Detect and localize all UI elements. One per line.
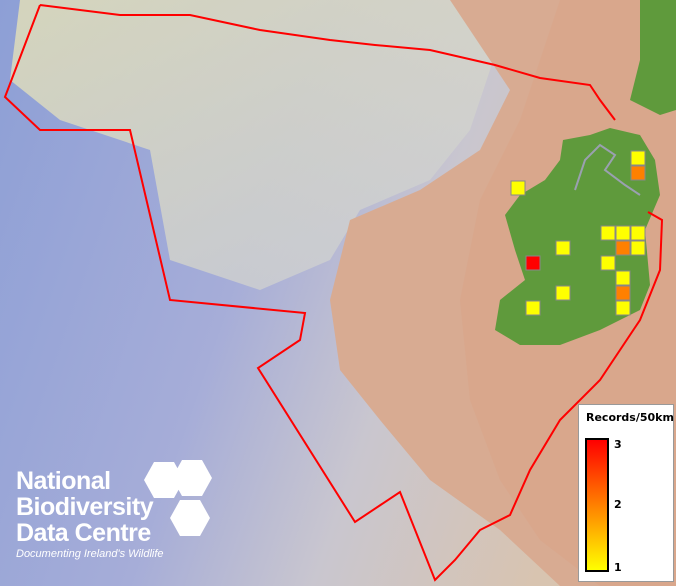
logo-line: National (16, 467, 111, 495)
logo-line: Biodiversity (16, 493, 154, 521)
grid-cell[interactable] (630, 165, 646, 181)
grid-cells (510, 150, 646, 316)
logo-tagline: Documenting Ireland's Wildlife (16, 548, 164, 560)
grid-cell[interactable] (615, 270, 631, 286)
legend-tick-min: 1 (614, 561, 622, 574)
grid-cell[interactable] (615, 300, 631, 316)
grid-cell[interactable] (600, 255, 616, 271)
britain-land (630, 0, 676, 115)
eez-boundary (3, 4, 664, 582)
border-line (574, 143, 641, 196)
grid-cell[interactable] (555, 240, 571, 256)
grid-cell[interactable] (615, 240, 631, 256)
legend-tick-mid: 2 (614, 498, 622, 511)
color-ramp (585, 438, 609, 572)
grid-cell[interactable] (510, 180, 526, 196)
grid-cell[interactable] (630, 150, 646, 166)
legend-tick-max: 3 (614, 438, 622, 451)
grid-cell[interactable] (525, 300, 541, 316)
grid-cell[interactable] (525, 255, 541, 271)
grid-cell[interactable] (600, 225, 616, 241)
logo-hexagons-icon (144, 460, 212, 536)
nbdc-logo: National Biodiversity Data Centre Docume… (16, 460, 212, 560)
legend: Records/50km 3 2 1 (578, 404, 674, 582)
continental-shelf (10, 0, 500, 290)
grid-cell[interactable] (630, 240, 646, 256)
grid-cell[interactable] (615, 225, 631, 241)
grid-cell[interactable] (615, 285, 631, 301)
logo-line: Data Centre (16, 519, 151, 547)
legend-title: Records/50km (586, 411, 674, 424)
grid-cell[interactable] (555, 285, 571, 301)
grid-cell[interactable] (630, 225, 646, 241)
